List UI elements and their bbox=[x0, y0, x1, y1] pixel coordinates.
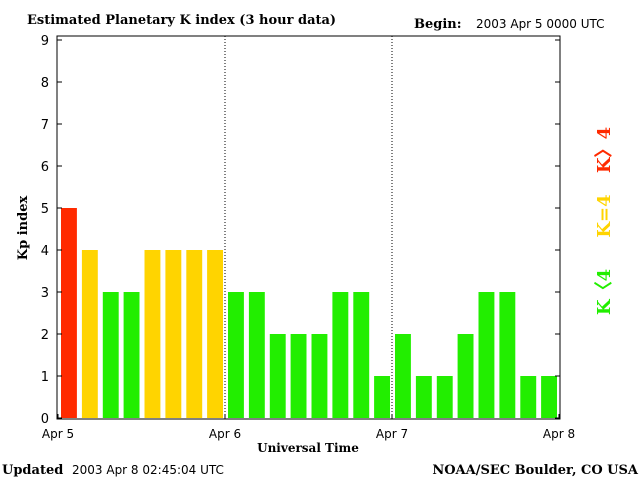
bar-19 bbox=[457, 334, 474, 418]
chart-title: Estimated Planetary K index (3 hour data… bbox=[27, 13, 336, 28]
bar-22 bbox=[520, 376, 537, 418]
bar-21 bbox=[499, 292, 516, 418]
x-tick-label-3: Apr 8 bbox=[543, 427, 575, 441]
bar-20 bbox=[478, 292, 495, 418]
bar-1 bbox=[81, 250, 98, 418]
y-tick-label-2: 2 bbox=[41, 328, 49, 343]
y-tick-label-0: 0 bbox=[41, 412, 49, 427]
bar-8 bbox=[228, 292, 244, 418]
y-tick-label-6: 6 bbox=[41, 160, 49, 175]
y-tick-label-7: 7 bbox=[41, 118, 49, 133]
y-axis-ticks: 0 1 2 3 4 5 6 7 8 9 bbox=[41, 34, 560, 427]
begin-value: 2003 Apr 5 0000 UTC bbox=[476, 17, 605, 31]
bar-5 bbox=[165, 250, 182, 418]
x-tick-label-0: Apr 5 bbox=[42, 427, 74, 441]
day-separators bbox=[224, 36, 393, 419]
source-credit: NOAA/SEC Boulder, CO USA bbox=[432, 463, 639, 478]
x-axis-ticks: Apr 5 Apr 6 Apr 7 Apr 8 bbox=[42, 414, 575, 441]
plot-frame bbox=[56, 35, 561, 420]
y-tick-label-1: 1 bbox=[41, 370, 49, 385]
y-axis-label: Kp index bbox=[16, 196, 31, 261]
legend-k-equals-4: K=4 bbox=[594, 194, 615, 237]
bar-4 bbox=[144, 250, 161, 418]
y-tick-label-9: 9 bbox=[41, 34, 49, 49]
bar-23 bbox=[541, 376, 557, 418]
bar-18 bbox=[436, 376, 453, 418]
bar-2 bbox=[102, 292, 119, 418]
bar-9 bbox=[248, 292, 265, 418]
updated-label: Updated bbox=[2, 463, 63, 478]
legend-k-greater-than-4: K〉4 bbox=[594, 127, 615, 173]
y-tick-label-5: 5 bbox=[41, 202, 49, 217]
bar-10 bbox=[269, 334, 286, 418]
bar-13 bbox=[332, 292, 349, 418]
updated-value: 2003 Apr 8 02:45:04 UTC bbox=[72, 463, 224, 477]
bar-16 bbox=[395, 334, 411, 418]
y-tick-label-3: 3 bbox=[41, 286, 49, 301]
bar-12 bbox=[311, 334, 328, 418]
begin-label: Begin: bbox=[414, 17, 462, 32]
bar-7 bbox=[207, 250, 223, 418]
x-tick-label-1: Apr 6 bbox=[209, 427, 241, 441]
y-tick-label-4: 4 bbox=[41, 244, 49, 259]
bar-17 bbox=[415, 376, 432, 418]
bar-14 bbox=[353, 292, 370, 418]
x-tick-label-2: Apr 7 bbox=[376, 427, 408, 441]
bar-11 bbox=[290, 334, 307, 418]
bar-3 bbox=[123, 292, 140, 418]
x-axis-label: Universal Time bbox=[257, 441, 359, 455]
bar-6 bbox=[186, 250, 203, 418]
y-tick-label-8: 8 bbox=[41, 76, 49, 91]
bar-15 bbox=[374, 376, 390, 418]
bar-0 bbox=[61, 208, 77, 418]
bar-series bbox=[61, 208, 557, 418]
legend-k-less-than-4: K〈4 bbox=[594, 269, 615, 315]
